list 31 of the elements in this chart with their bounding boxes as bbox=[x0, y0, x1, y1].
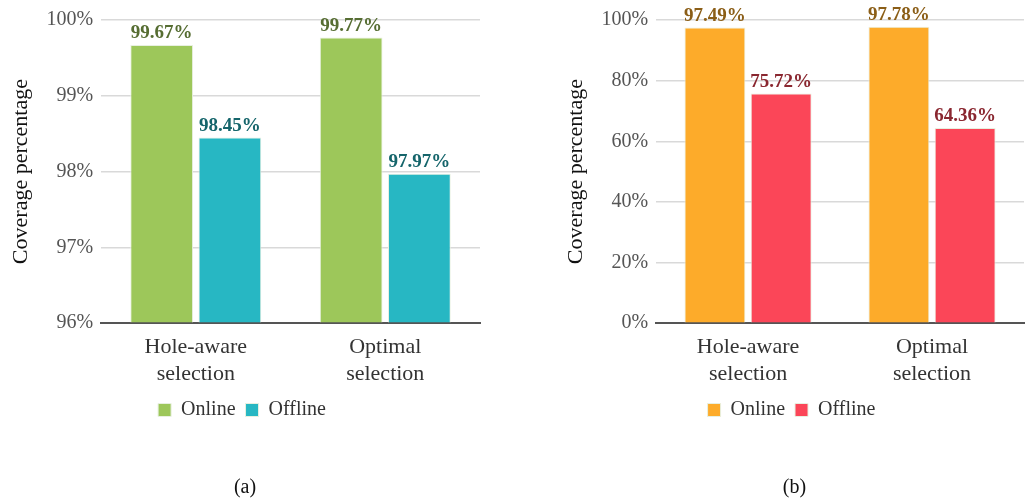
y-axis-title: Coverage percentage bbox=[561, 79, 587, 265]
y-tick-label: 96% bbox=[56, 310, 94, 333]
y-tick-label: 97% bbox=[56, 234, 94, 257]
data-label: 99.77% bbox=[320, 13, 383, 35]
y-tick-label: 99% bbox=[56, 83, 94, 106]
y-tick-label: 0% bbox=[621, 310, 649, 333]
x-tick-label: Hole-aware selection bbox=[144, 333, 248, 385]
data-label: 97.49% bbox=[684, 4, 746, 26]
data-label: 97.97% bbox=[388, 150, 451, 172]
text: (b) bbox=[781, 475, 808, 498]
y-tick-label: 60% bbox=[611, 128, 649, 151]
legend-label: Online bbox=[730, 397, 786, 420]
y-tick-label: 100% bbox=[46, 7, 94, 30]
y-tick-label: 40% bbox=[611, 189, 649, 212]
data-label: 97.78% bbox=[868, 3, 930, 25]
y-tick-label: 20% bbox=[611, 249, 649, 272]
legend-label: Offline bbox=[268, 397, 327, 420]
y-tick-label: 98% bbox=[56, 158, 94, 181]
x-tick-label: Hole-aware selection bbox=[696, 333, 800, 385]
legend-label: Offline bbox=[818, 397, 876, 420]
x-tick-label: Optimal selection bbox=[346, 333, 425, 385]
data-label: 98.45% bbox=[199, 113, 261, 135]
y-axis-title: Coverage percentage bbox=[6, 79, 32, 265]
legend-label: Online bbox=[181, 397, 236, 420]
x-tick-label: Optimal selection bbox=[892, 333, 972, 385]
y-tick-label: 80% bbox=[611, 67, 649, 90]
data-label: 99.67% bbox=[130, 21, 193, 43]
text: (a) bbox=[232, 475, 258, 498]
y-tick-label: 100% bbox=[601, 7, 649, 30]
data-label: 75.72% bbox=[750, 70, 813, 92]
data-label: 64.36% bbox=[934, 104, 996, 126]
